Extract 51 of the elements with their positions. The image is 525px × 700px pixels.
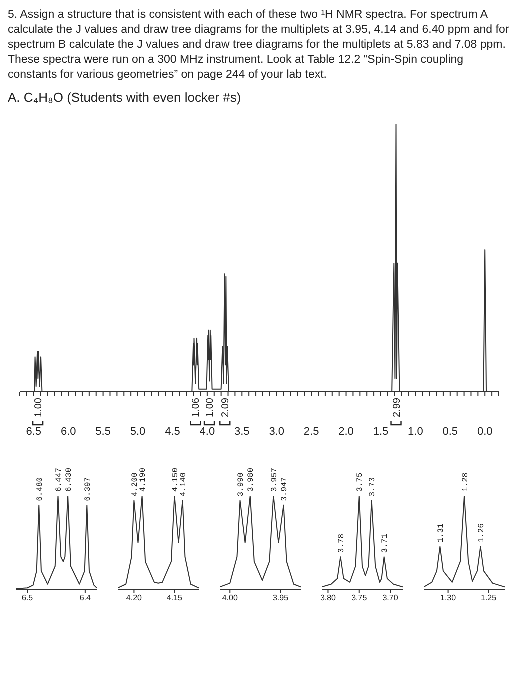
x-tick-label: 3.0 (269, 426, 285, 438)
x-tick-label: 6.4 (80, 594, 92, 603)
x-tick-label: 3.95 (272, 594, 290, 603)
annotation: 3.75 (356, 472, 366, 492)
x-tick-label: 4.15 (166, 594, 184, 603)
annotation: 3.78 (337, 534, 346, 554)
x-tick-label: 5.5 (96, 426, 111, 438)
annotation: 3.71 (381, 534, 390, 554)
annotation: 1.31 (437, 523, 446, 543)
x-tick-label: 0.5 (442, 426, 458, 438)
annotation: 3.990 (237, 472, 246, 497)
annotation: 3.73 (368, 477, 378, 497)
x-tick-label: 4.5 (165, 426, 180, 438)
x-tick-label: 2.0 (338, 426, 354, 438)
annotation: 1.26 (478, 523, 486, 543)
annotation: 6.480 (36, 477, 45, 502)
annotation: 2.09 (220, 398, 232, 418)
annotation: 4.150 (172, 468, 180, 492)
annotation: 4.140 (180, 472, 189, 497)
x-tick-label: 4.0 (200, 426, 216, 438)
annotation: 2.99 (392, 398, 403, 418)
annotation: 1.06 (191, 398, 202, 418)
x-tick-label: 1.5 (373, 426, 389, 438)
chart-title: 5. Assign a structure that is consistent with each of these two ¹H NMR spectra. For spectrum A calculate the J values and draw tree diagrams for the multiplets at 3.95, 4.14 and 6.40 ppm and for spectrum B calculate the J values and draw tree diagrams for the multiplets at 5.83 and 7.08 ppm. These spectra were run on a 300 MHz instrument. Look at Table 12.2 “Spin-Spin coupling constants for various geometries” on page 244 of your lab text. (8, 8, 510, 83)
x-tick-label: 5.0 (130, 426, 146, 438)
annotation: 6.430 (64, 468, 74, 492)
x-tick-label: 1.30 (440, 594, 457, 603)
annotation: 6.447 (55, 468, 64, 492)
annotation: 4.190 (139, 468, 148, 492)
annotation: 6.397 (84, 477, 93, 502)
x-tick-label: 3.75 (352, 594, 368, 603)
x-tick-label: 2.5 (304, 426, 320, 438)
x-tick-label: 6.5 (22, 594, 34, 603)
x-tick-label: 4.00 (222, 594, 238, 603)
chart-subtitle: A. C₄H₈O (Students with even locker #s) (8, 89, 242, 106)
x-tick-label: 6.0 (60, 426, 76, 438)
x-tick-label: 1.0 (408, 426, 424, 438)
x-tick-label: 3.80 (320, 594, 337, 603)
x-tick-label: 1.25 (481, 594, 498, 603)
annotation: 1.00 (205, 398, 216, 418)
x-tick-label: 6.5 (26, 426, 42, 438)
x-tick-label: 4.20 (126, 594, 143, 603)
annotation: 3.947 (280, 477, 290, 502)
annotation: 1.00 (34, 398, 45, 418)
x-tick-label: 0.0 (477, 426, 493, 438)
annotation: 1.28 (461, 472, 470, 492)
x-tick-label: 3.70 (382, 594, 399, 603)
annotation: 3.957 (270, 468, 280, 492)
x-tick-label: 3.5 (234, 426, 250, 438)
annotation: 3.980 (247, 468, 256, 492)
annotation: 4.200 (131, 472, 140, 497)
